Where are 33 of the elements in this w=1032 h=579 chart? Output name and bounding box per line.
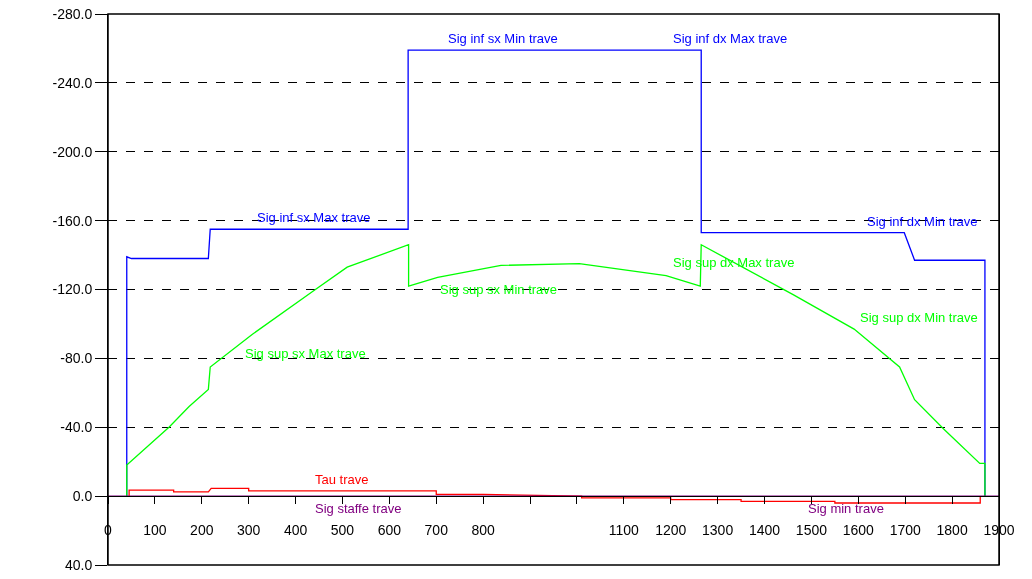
y-tick-label: -240.0 — [52, 74, 93, 91]
y-tick-label: -40.0 — [60, 419, 93, 436]
x-tick-label: 1300 — [702, 521, 734, 538]
x-tick-label: 100 — [143, 521, 167, 538]
annotation: Tau trave — [315, 472, 369, 487]
x-tick-label: 1600 — [842, 521, 875, 538]
y-tick-label: -200.0 — [52, 143, 93, 160]
annotation: Sig sup sx Max trave — [245, 346, 366, 361]
x-tick-label: 800 — [471, 521, 496, 538]
y-tick-label: 0.0 — [72, 488, 93, 505]
y-tick-label: -80.0 — [60, 350, 93, 367]
x-tick-label: 200 — [190, 521, 214, 538]
y-tick-label: -280.0 — [52, 5, 93, 22]
annotation: Sig min trave — [808, 501, 884, 516]
annotation: Sig inf sx Min trave — [448, 31, 558, 46]
y-tick-label: -120.0 — [52, 281, 93, 298]
annotation: Sig sup dx Min trave — [860, 310, 978, 325]
annotation: Sig inf dx Min trave — [867, 214, 978, 229]
annotation: Sig staffe trave — [315, 501, 402, 516]
x-tick-label: 1800 — [936, 521, 968, 538]
x-tick-label: 400 — [283, 521, 308, 538]
y-tick-label: -160.0 — [52, 212, 93, 229]
x-tick-label: 600 — [377, 521, 402, 538]
x-tick-label: 1200 — [655, 521, 687, 538]
x-tick-label: 1700 — [889, 521, 921, 538]
x-tick-label: 300 — [237, 521, 261, 538]
x-tick-label: 1400 — [748, 521, 781, 538]
x-tick-label: 700 — [424, 521, 449, 538]
x-tick-label: 1500 — [795, 521, 828, 538]
x-tick-label: 1100 — [608, 521, 640, 538]
y-tick-label: 40.0 — [64, 556, 93, 573]
annotation: Sig inf dx Max trave — [673, 31, 788, 46]
x-tick-label: 500 — [330, 521, 355, 538]
